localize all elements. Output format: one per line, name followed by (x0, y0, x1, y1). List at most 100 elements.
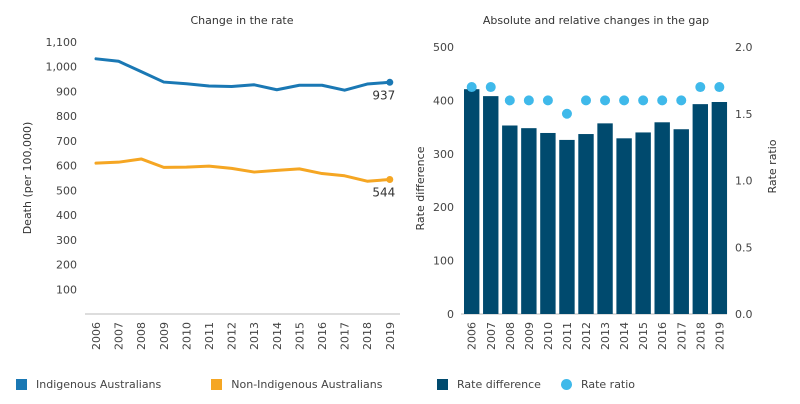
right-left-y-tick-label: 200 (433, 201, 454, 214)
left-y-tick-label: 1,000 (46, 61, 78, 74)
left-x-tick-label: 2017 (339, 322, 352, 350)
legend-swatch-rate-difference (437, 379, 448, 390)
legend-item-non-indigenous: Non-Indigenous Australians (211, 378, 382, 391)
rate-difference-axis-label: Rate difference (414, 146, 427, 230)
rate-ratio-point (523, 95, 534, 106)
right-x-tick-label: 2016 (656, 322, 669, 350)
non-indigenous-series-line (94, 157, 392, 183)
rate-difference-bar (483, 96, 499, 315)
right-x-tick-label: 2008 (504, 322, 517, 350)
left-y-tick-label: 600 (56, 160, 77, 173)
rate-difference-bar (654, 122, 670, 314)
rate-ratio-point (657, 95, 668, 106)
right-left-y-tick-label: 500 (433, 41, 454, 54)
right-left-y-tick-label: 0 (447, 308, 454, 321)
left-y-tick-label: 200 (56, 259, 77, 272)
right-right-y-tick-label: 1.5 (735, 108, 753, 121)
rate-difference-bar (635, 132, 651, 314)
legend-label-non-indigenous: Non-Indigenous Australians (231, 378, 383, 391)
right-right-y-tick-label: 2.0 (735, 41, 753, 54)
left-x-tick-label: 2008 (135, 322, 148, 350)
right-right-y-tick-label: 1.0 (735, 175, 753, 188)
left-y-tick-label: 300 (56, 234, 77, 247)
right-x-tick-label: 2014 (618, 322, 631, 350)
right-x-tick-label: 2009 (523, 322, 536, 350)
left-x-tick-label: 2009 (158, 322, 171, 350)
rate-difference-bar (521, 128, 537, 314)
right-left-y-tick-label: 100 (433, 255, 454, 268)
rate-ratio-point (619, 95, 630, 106)
left-chart-title: Change in the rate (190, 14, 293, 27)
left-y-tick-label: 800 (56, 110, 77, 123)
right-x-tick-label: 2007 (485, 322, 498, 350)
left-x-tick-label: 2007 (113, 322, 126, 350)
left-x-tick-label: 2010 (180, 322, 193, 350)
rate-ratio-point (695, 82, 706, 93)
right-x-tick-label: 2013 (599, 322, 612, 350)
right-x-tick-label: 2018 (694, 322, 707, 350)
rate-difference-bar (540, 132, 556, 314)
rate-ratio-point (542, 95, 553, 106)
left-y-tick-label: 400 (56, 209, 77, 222)
left-x-tick-label: 2015 (293, 322, 306, 350)
left-x-tick-label: 2018 (361, 322, 374, 350)
left-x-tick-label: 2014 (271, 322, 284, 350)
right-left-y-tick-label: 300 (433, 148, 454, 161)
rate-ratio-point (561, 108, 572, 119)
rate-difference-bar (578, 134, 594, 314)
rate-difference-bar (692, 104, 708, 314)
rate-ratio-point (638, 95, 649, 106)
right-x-tick-label: 2012 (580, 322, 593, 350)
legend-left: Indigenous Australians Non-Indigenous Au… (16, 378, 402, 391)
legend-label-indigenous: Indigenous Australians (36, 378, 162, 391)
indigenous-series-line (94, 57, 392, 92)
right-chart-title: Absolute and relative changes in the gap (483, 14, 709, 27)
indigenous-end-label: 937 (372, 88, 395, 102)
rate-difference-bar (711, 102, 728, 314)
left-x-tick-label: 2011 (203, 322, 216, 350)
non-indigenous-end-point (386, 175, 394, 183)
rate-ratio-point (504, 95, 515, 106)
left-x-tick-label: 2013 (248, 322, 261, 350)
right-x-tick-label: 2010 (542, 322, 555, 350)
rate-difference-bar (502, 125, 518, 314)
indigenous-end-point (386, 78, 394, 86)
left-y-tick-label: 700 (56, 135, 77, 148)
rate-ratio-point (466, 82, 477, 93)
legend-item-rate-difference: Rate difference (437, 378, 541, 391)
right-right-y-tick-label: 0.5 (735, 241, 753, 254)
rate-ratio-axis-label: Rate ratio (766, 139, 779, 193)
left-x-tick-label: 2016 (316, 322, 329, 350)
rate-ratio-point (600, 95, 611, 106)
rate-ratio-point (581, 95, 591, 106)
left-y-axis-label: Death (per 100,000) (21, 122, 34, 235)
rate-difference-bar (464, 89, 480, 314)
legend-label-rate-ratio: Rate ratio (580, 378, 636, 391)
legend-swatch-indigenous (16, 379, 27, 390)
legend-swatch-non-indigenous (211, 379, 223, 390)
right-x-tick-label: 2015 (637, 322, 650, 350)
right-x-tick-label: 2017 (675, 322, 688, 350)
right-x-tick-label: 2019 (713, 322, 726, 350)
rate-difference-bar (597, 123, 613, 314)
non-indigenous-end-label: 544 (372, 185, 395, 199)
legend-label-rate-difference: Rate difference (457, 378, 541, 391)
legend-swatch-rate-ratio (560, 379, 572, 390)
right-x-tick-label: 2011 (561, 322, 574, 350)
left-y-tick-label: 1,100 (46, 36, 78, 49)
rate-difference-bar (673, 129, 689, 314)
rate-ratio-point (676, 95, 687, 106)
right-x-tick-label: 2006 (466, 322, 479, 350)
legend-right: Rate difference Rate ratio (437, 378, 655, 391)
left-y-tick-label: 100 (56, 283, 77, 296)
left-y-tick-label: 900 (56, 85, 77, 98)
left-x-tick-label: 2006 (90, 322, 103, 350)
left-x-tick-label: 2019 (384, 322, 397, 350)
legend-item-rate-ratio: Rate ratio (560, 378, 636, 391)
rate-difference-bar (559, 139, 575, 314)
left-y-tick-label: 500 (56, 184, 77, 197)
rate-difference-bar (616, 138, 632, 314)
rate-ratio-point (485, 82, 496, 93)
legend-item-indigenous: Indigenous Australians (16, 378, 161, 391)
